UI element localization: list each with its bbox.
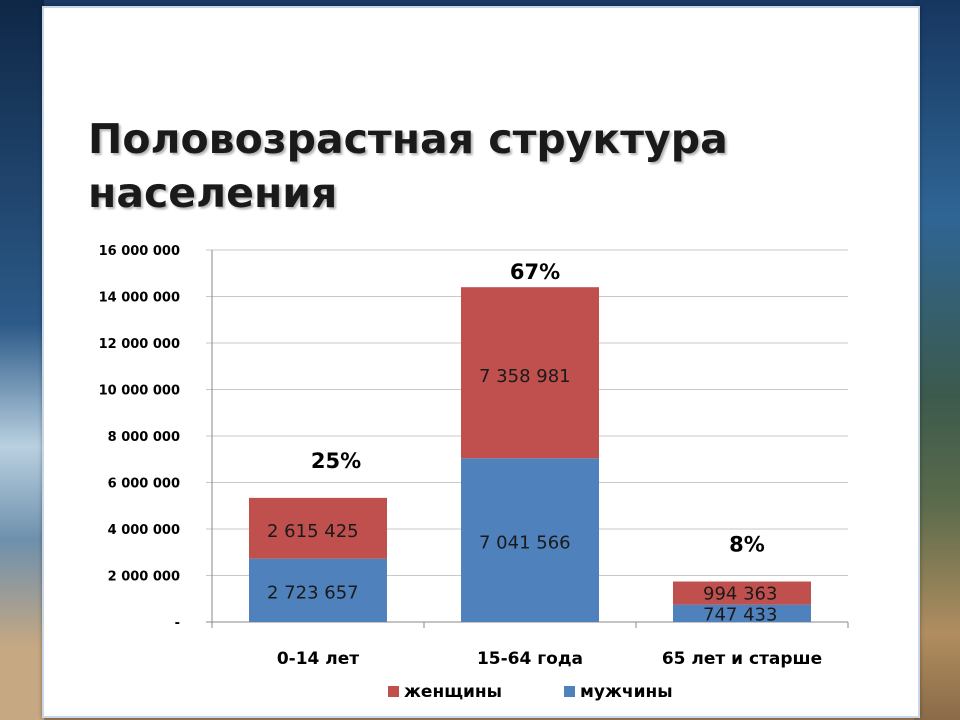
- y-tick-label: 4 000 000: [108, 523, 180, 538]
- percent-label: 25%: [311, 449, 361, 473]
- y-tick-label: 16 000 000: [99, 244, 180, 259]
- background-left: [0, 0, 44, 720]
- slide-title-line1: Половозрастная структура: [88, 115, 728, 163]
- percent-label: 67%: [510, 260, 560, 284]
- x-axis-categories: 0-14 лет 15-64 года 65 лет и старше: [277, 649, 822, 669]
- data-label-female: 2 615 425: [267, 521, 359, 542]
- data-label-female: 7 358 981: [479, 366, 571, 387]
- x-category-label: 0-14 лет: [277, 649, 359, 669]
- y-tick-label: -: [175, 616, 180, 631]
- legend-female-swatch: [388, 686, 399, 697]
- percent-label: 8%: [729, 533, 765, 557]
- bar-female-1: [461, 287, 599, 459]
- data-labels: 2 723 657 2 615 425 25% 7 041 566 7 358 981 6…: [267, 260, 777, 625]
- slide-title-line2: населения: [88, 169, 338, 217]
- legend-male-label: мужчины: [580, 682, 673, 702]
- background-right: [914, 0, 960, 720]
- bars: [249, 287, 811, 622]
- legend-male-swatch: [564, 686, 575, 697]
- x-category-label: 15-64 года: [477, 649, 583, 669]
- bar-male-1: [461, 458, 599, 622]
- data-label-male: 7 041 566: [479, 532, 571, 553]
- y-tick-label: 12 000 000: [99, 337, 180, 352]
- slide-title: Половозрастная структура населения: [88, 112, 848, 220]
- x-category-label: 65 лет и старше: [662, 649, 822, 669]
- y-tick-label: 8 000 000: [108, 430, 180, 445]
- legend: женщины мужчины: [388, 682, 673, 702]
- y-tick-label: 14 000 000: [99, 291, 180, 306]
- bar-female-0: [249, 497, 387, 559]
- y-tick-label: 2 000 000: [108, 570, 180, 585]
- y-tick-label: 10 000 000: [99, 384, 180, 399]
- data-label-male: 2 723 657: [267, 583, 359, 604]
- bar-female-2: [673, 581, 811, 605]
- bar-male-0: [249, 558, 387, 622]
- bar-male-2: [673, 604, 811, 622]
- y-tick-label: 6 000 000: [108, 477, 180, 492]
- data-label-female: 994 363: [703, 584, 777, 605]
- legend-female-label: женщины: [404, 682, 502, 702]
- y-axis-ticks: - 2 000 000 4 000 000 6 000 000 8 000 000 10 …: [99, 244, 180, 631]
- data-label-male: 747 433: [703, 605, 777, 626]
